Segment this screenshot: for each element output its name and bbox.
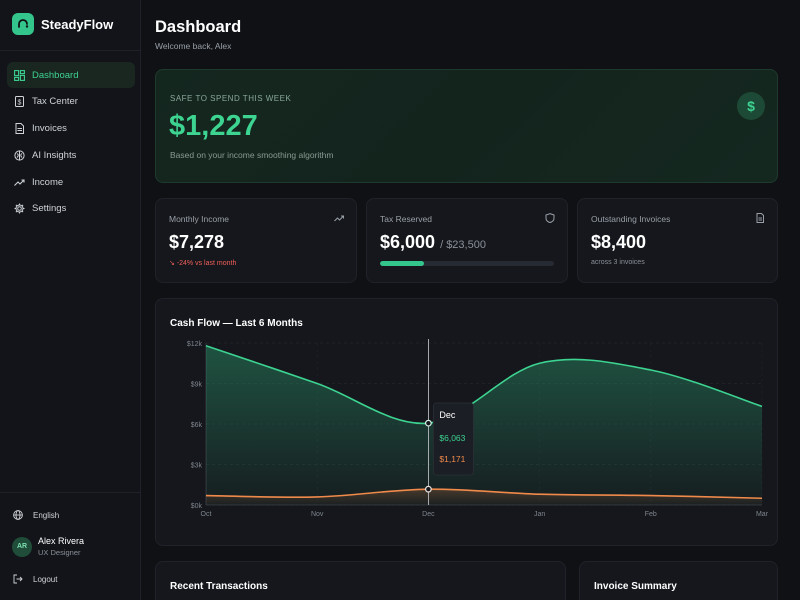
sidebar-item-dashboard[interactable]: Dashboard — [7, 62, 135, 88]
document-icon — [14, 123, 25, 135]
y-tick-label: $3k — [191, 463, 203, 470]
sidebar-item-label: Dashboard — [32, 69, 79, 81]
receipt-dollar-icon: $ — [14, 96, 25, 108]
chart-title: Cash Flow — Last 6 Months — [170, 318, 303, 329]
sidebar-item-tax-center[interactable]: $ Tax Center — [7, 89, 135, 115]
hero-value: $1,227 — [169, 110, 258, 142]
language-label: English — [33, 511, 60, 520]
tooltip-title: Dec — [439, 410, 456, 420]
sidebar-nav: Dashboard $ Tax Center Invoices AI Insig… — [7, 62, 135, 223]
divider — [0, 492, 140, 493]
sidebar: SteadyFlow Dashboard $ Tax Center Invoic… — [0, 0, 141, 600]
invoice-summary-title: Invoice Summary — [594, 581, 677, 592]
sidebar-item-ai-insights[interactable]: AI Insights — [7, 142, 135, 168]
x-tick-label: Dec — [422, 511, 435, 518]
series-area-0 — [206, 345, 762, 505]
x-tick-label: Nov — [311, 511, 324, 518]
globe-icon — [13, 510, 24, 521]
gear-icon — [14, 203, 25, 214]
tooltip-point-0 — [425, 419, 432, 427]
page-subtitle: Welcome back, Alex — [155, 41, 232, 51]
language-selector[interactable]: English — [13, 510, 59, 521]
cash-flow-chart[interactable]: $0k $3k $6k $9k $12k Oct Nov Dec Jan Feb Mar Dec $6,… — [156, 299, 779, 547]
trending-up-icon — [14, 177, 25, 188]
invoice-summary-card: Invoice Summary — [579, 561, 778, 600]
stat-change: ↘ -24% vs last month — [169, 259, 236, 267]
stat-value: $7,278 — [169, 232, 225, 252]
x-tick-label: Jan — [534, 511, 545, 518]
recent-transactions-title: Recent Transactions — [170, 581, 268, 592]
sidebar-item-invoices[interactable]: Invoices — [7, 116, 135, 142]
cash-flow-chart-card: Cash Flow — Last 6 Months $0k $3k $6k $9k $1… — [155, 298, 778, 546]
shield-icon — [545, 213, 555, 223]
sidebar-item-label: Settings — [32, 203, 67, 215]
y-tick-label: $9k — [191, 382, 203, 389]
page-title: Dashboard — [155, 18, 242, 36]
sidebar-item-label: Tax Center — [32, 96, 78, 108]
user-role: UX Designer — [38, 548, 81, 557]
brand[interactable]: SteadyFlow — [12, 13, 113, 35]
logout-icon — [13, 574, 24, 585]
sidebar-item-label: Invoices — [32, 123, 67, 135]
tax-progress-fill — [380, 261, 425, 266]
main-content: Dashboard Welcome back, Alex SAFE TO SPE… — [141, 0, 800, 600]
logo-icon — [12, 13, 34, 35]
hero-note: Based on your income smoothing algorithm — [170, 150, 334, 160]
brain-icon — [14, 150, 25, 161]
stat-value-main: $6,000 — [380, 232, 436, 252]
trend-down-icon: ↘ — [169, 260, 177, 267]
y-tick-label: $12k — [187, 341, 203, 348]
stat-value: $8,400 — [591, 232, 647, 252]
svg-text:$: $ — [18, 100, 22, 107]
x-tick-label: Oct — [201, 511, 212, 518]
sidebar-item-label: AI Insights — [32, 149, 77, 161]
recent-transactions-card: Recent Transactions — [155, 561, 566, 600]
stat-value: $6,000 / $23,500 — [380, 232, 486, 253]
outstanding-invoices-card: Outstanding Invoices $8,400 across 3 inv… — [577, 198, 778, 283]
monthly-income-card: Monthly Income $7,278 ↘ -24% vs last mon… — [155, 198, 357, 283]
stat-value-target: / $23,500 — [440, 239, 486, 251]
stat-label: Tax Reserved — [380, 214, 432, 224]
series-line-0 — [205, 344, 763, 425]
x-tick-label: Feb — [645, 511, 657, 518]
sidebar-item-income[interactable]: Income — [7, 169, 135, 195]
x-tick-label: Mar — [756, 511, 769, 518]
tooltip-box — [432, 402, 474, 476]
brand-name: SteadyFlow — [41, 16, 114, 32]
series-line-1 — [205, 488, 763, 500]
trending-up-icon — [334, 213, 344, 223]
hero-label: SAFE TO SPEND THIS WEEK — [170, 94, 292, 103]
tooltip-value-0: $6,063 — [439, 433, 465, 443]
stat-label: Monthly Income — [169, 214, 229, 224]
dashboard-grid-icon — [14, 69, 25, 81]
safe-to-spend-card: SAFE TO SPEND THIS WEEK $1,227 Based on … — [155, 69, 778, 183]
user-profile[interactable]: AR Alex Rivera UX Designer — [12, 536, 84, 557]
y-tick-label: $6k — [191, 422, 203, 429]
avatar: AR — [12, 536, 32, 557]
logout-button[interactable]: Logout — [13, 574, 57, 585]
user-name: Alex Rivera — [38, 536, 85, 546]
sidebar-item-label: Income — [32, 176, 64, 188]
dollar-sign-icon: $ — [737, 92, 765, 120]
divider — [0, 50, 140, 51]
tooltip-point-1 — [425, 485, 432, 493]
tax-reserved-card: Tax Reserved $6,000 / $23,500 — [366, 198, 568, 283]
series-area-1 — [206, 489, 762, 505]
y-tick-label: $0k — [191, 503, 203, 510]
tooltip-value-1: $1,171 — [439, 454, 465, 464]
sidebar-item-settings[interactable]: Settings — [7, 196, 135, 222]
document-icon — [755, 213, 765, 223]
stat-note: across 3 invoices — [591, 259, 645, 266]
logout-label: Logout — [33, 575, 58, 584]
stat-change-text: -24% vs last month — [176, 260, 237, 267]
tax-progress-bar — [380, 261, 554, 266]
stat-label: Outstanding Invoices — [591, 214, 671, 224]
